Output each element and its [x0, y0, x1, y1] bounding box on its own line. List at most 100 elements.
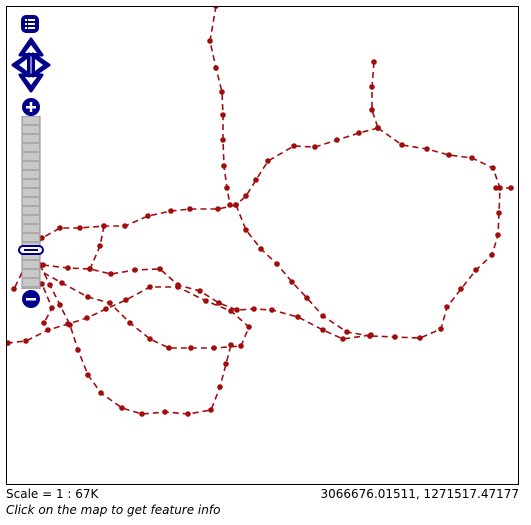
route-vertex[interactable]	[243, 193, 249, 199]
route-vertex[interactable]	[473, 267, 479, 273]
route-vertex[interactable]	[238, 343, 244, 349]
route-vertex[interactable]	[258, 246, 264, 252]
route-vertex[interactable]	[75, 347, 81, 353]
route-vertex[interactable]	[220, 112, 226, 118]
route-vertex[interactable]	[446, 152, 452, 158]
route-vertex[interactable]	[77, 225, 83, 231]
route-vertex[interactable]	[188, 345, 194, 351]
route-vertex[interactable]	[185, 411, 191, 417]
route-line[interactable]	[367, 125, 503, 341]
route-vertex[interactable]	[217, 384, 223, 390]
route-vertex[interactable]	[334, 137, 340, 143]
route-vertex[interactable]	[162, 409, 168, 415]
route-vertex[interactable]	[47, 282, 53, 288]
route-vertex[interactable]	[369, 107, 375, 113]
route-line[interactable]	[493, 185, 514, 191]
pan-up-icon[interactable]	[18, 37, 44, 57]
route-vertex[interactable]	[216, 300, 222, 306]
route-vertex[interactable]	[223, 361, 229, 367]
route-vertex[interactable]	[234, 307, 240, 313]
route-vertex[interactable]	[84, 315, 90, 321]
route-line[interactable]	[37, 262, 234, 417]
route-vertex[interactable]	[424, 146, 430, 152]
route-vertex[interactable]	[265, 158, 271, 164]
route-vertex[interactable]	[356, 130, 362, 136]
zoom-slider-handle[interactable]	[18, 240, 44, 255]
zoom-in-button[interactable]	[21, 97, 41, 117]
route-vertex[interactable]	[269, 307, 275, 313]
route-vertex[interactable]	[157, 266, 163, 272]
route-vertex[interactable]	[344, 329, 350, 335]
route-vertex[interactable]	[39, 281, 45, 287]
route-line[interactable]	[233, 202, 373, 339]
route-vertex[interactable]	[458, 286, 464, 292]
route-vertex[interactable]	[187, 206, 193, 212]
route-vertex[interactable]	[224, 185, 230, 191]
route-vertex[interactable]	[98, 390, 104, 396]
route-vertex[interactable]	[490, 165, 496, 171]
route-vertex[interactable]	[251, 306, 257, 312]
route-vertex[interactable]	[101, 223, 107, 229]
pan-left-icon[interactable]	[11, 52, 31, 78]
route-vertex[interactable]	[119, 405, 125, 411]
route-vertex[interactable]	[371, 59, 377, 65]
route-vertex[interactable]	[304, 295, 310, 301]
route-vertex[interactable]	[253, 177, 259, 183]
route-vertex[interactable]	[132, 267, 138, 273]
route-line[interactable]	[369, 59, 381, 131]
route-vertex[interactable]	[219, 89, 225, 95]
route-vertex[interactable]	[340, 336, 346, 342]
route-vertex[interactable]	[57, 225, 63, 231]
route-vertex[interactable]	[392, 334, 398, 340]
route-vertex[interactable]	[168, 208, 174, 214]
route-vertex[interactable]	[496, 210, 502, 216]
route-vertex[interactable]	[166, 345, 172, 351]
route-vertex[interactable]	[49, 305, 55, 311]
route-vertex[interactable]	[45, 327, 51, 333]
route-line[interactable]	[87, 223, 107, 272]
zoom-slider-track[interactable]	[20, 115, 42, 290]
pan-down-icon[interactable]	[18, 73, 44, 93]
route-vertex[interactable]	[295, 314, 301, 320]
route-line[interactable]	[207, 7, 233, 208]
route-line[interactable]	[233, 125, 381, 208]
route-vertex[interactable]	[175, 284, 181, 290]
route-vertex[interactable]	[123, 297, 129, 303]
route-vertex[interactable]	[489, 252, 495, 258]
route-vertex[interactable]	[274, 261, 280, 267]
route-vertex[interactable]	[197, 288, 203, 294]
route-vertex[interactable]	[493, 185, 499, 191]
route-vertex[interactable]	[213, 7, 219, 9]
route-vertex[interactable]	[208, 407, 214, 413]
route-vertex[interactable]	[39, 235, 45, 241]
route-vertex[interactable]	[57, 302, 63, 308]
route-vertex[interactable]	[145, 213, 151, 219]
route-vertex[interactable]	[215, 206, 221, 212]
route-vertex[interactable]	[7, 340, 11, 346]
route-vertex[interactable]	[438, 326, 444, 332]
route-vertex[interactable]	[320, 327, 326, 333]
route-vertex[interactable]	[108, 271, 114, 277]
route-vertex[interactable]	[207, 38, 213, 44]
route-vertex[interactable]	[243, 227, 249, 233]
route-vertex[interactable]	[203, 298, 209, 304]
route-vertex[interactable]	[65, 321, 71, 327]
route-vertex[interactable]	[147, 284, 153, 290]
route-vertex[interactable]	[139, 411, 145, 417]
route-vertex[interactable]	[221, 163, 227, 169]
map-viewport[interactable]	[6, 6, 519, 485]
route-vertex[interactable]	[220, 137, 226, 143]
route-vertex[interactable]	[127, 320, 133, 326]
route-vertex[interactable]	[320, 313, 326, 319]
route-vertex[interactable]	[417, 335, 423, 341]
route-vertex[interactable]	[41, 320, 47, 326]
route-vertex[interactable]	[289, 279, 295, 285]
route-line[interactable]	[11, 202, 239, 292]
route-vertex[interactable]	[368, 332, 374, 338]
layer-switcher-button[interactable]	[20, 14, 40, 34]
route-vertex[interactable]	[97, 243, 103, 249]
route-vertex[interactable]	[23, 338, 29, 344]
route-vertex[interactable]	[369, 84, 375, 90]
route-vertex[interactable]	[495, 232, 501, 238]
route-vertex[interactable]	[87, 266, 93, 272]
